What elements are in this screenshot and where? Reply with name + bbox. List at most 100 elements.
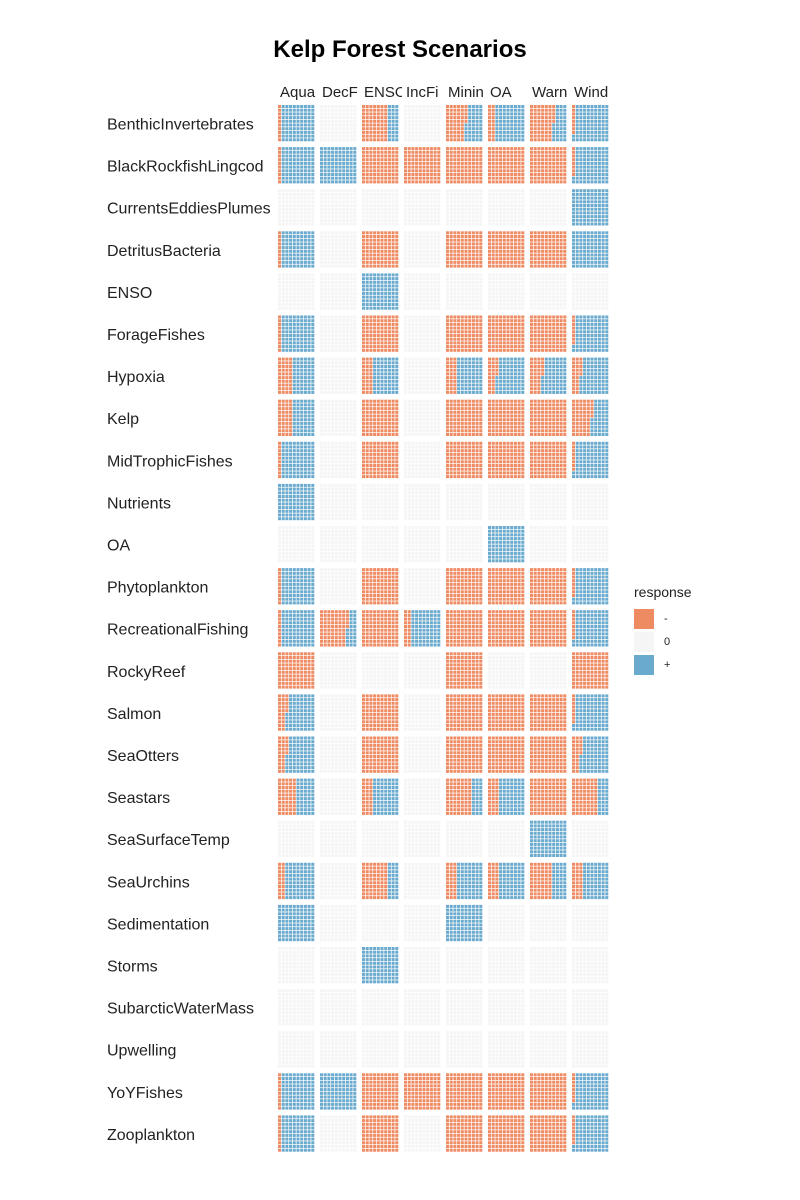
- heatmap-cell: [362, 778, 399, 815]
- heatmap-cell: [320, 989, 357, 1026]
- heatmap-cell: [530, 904, 567, 942]
- heatmap-cell: [572, 231, 609, 268]
- heatmap-cell: [530, 694, 567, 731]
- heatmap-cell: [404, 1031, 441, 1068]
- row-label-phytoplankton: Phytoplankton: [107, 580, 208, 597]
- heatmap-cell: [530, 1115, 567, 1152]
- heatmap-cell: [446, 526, 483, 563]
- heatmap-cell: [404, 399, 441, 436]
- heatmap-cell: [404, 273, 441, 310]
- heatmap-cell: [404, 189, 441, 226]
- heatmap-cell: [278, 357, 315, 394]
- heatmap-cell: [572, 357, 609, 394]
- heatmap-cell: [362, 1031, 399, 1068]
- heatmap-cell: [530, 273, 567, 310]
- heatmap-cell: [446, 189, 483, 226]
- heatmap-cell: [446, 1115, 483, 1152]
- heatmap-cell: [572, 862, 609, 900]
- heatmap-cell: [404, 820, 441, 857]
- heatmap-cell: [278, 904, 315, 942]
- heatmap-cell: [572, 105, 609, 142]
- heatmap-cell: [530, 568, 567, 605]
- heatmap-cell: [488, 357, 525, 394]
- heatmap-cell: [278, 483, 315, 521]
- heatmap-cell: [320, 1115, 357, 1152]
- heatmap-cell: [530, 357, 567, 394]
- heatmap-cell: [362, 399, 399, 436]
- heatmap-cell: [362, 357, 399, 394]
- heatmap-cell: [446, 273, 483, 310]
- heatmap-cell: [572, 989, 609, 1026]
- heatmap-cell: [278, 989, 315, 1026]
- heatmap-cell: [320, 1031, 357, 1068]
- heatmap-cell: [572, 147, 609, 184]
- heatmap-cell: [572, 1031, 609, 1068]
- heatmap-cell: [488, 694, 525, 731]
- legend: response - 0 +: [634, 584, 692, 677]
- heatmap-cell: [446, 568, 483, 605]
- heatmap-cell: [362, 105, 399, 142]
- heatmap-cell: [362, 694, 399, 731]
- row-label-blackrockfishlingcod: BlackRockfishLingcod: [107, 159, 264, 176]
- heatmap-cell: [278, 189, 315, 226]
- heatmap-cell: [446, 231, 483, 268]
- heatmap-cell: [488, 147, 525, 184]
- heatmap-cell: [446, 1073, 483, 1110]
- heatmap-cell: [488, 610, 525, 647]
- heatmap-cell: [572, 315, 609, 352]
- heatmap-cell: [572, 820, 609, 857]
- heatmap-cell: [320, 694, 357, 731]
- heatmap-cell: [404, 610, 441, 647]
- heatmap-cell: [278, 1073, 315, 1110]
- heatmap-cell: [572, 189, 609, 226]
- heatmap-cell: [404, 441, 441, 479]
- heatmap-cell: [278, 862, 315, 900]
- heatmap-cell: [320, 778, 357, 815]
- heatmap-cell: [362, 820, 399, 857]
- legend-key-zero: [634, 632, 654, 652]
- heatmap-cell: [320, 736, 357, 773]
- heatmap-cell: [320, 652, 357, 689]
- heatmap-cell: [362, 483, 399, 521]
- heatmap-cell: [530, 526, 567, 563]
- heatmap-cell: [320, 105, 357, 142]
- heatmap-cell: [446, 105, 483, 142]
- column-label-minin: Minin: [448, 84, 484, 101]
- heatmap-cell: [320, 526, 357, 563]
- heatmap-cell: [446, 357, 483, 394]
- column-label-wind: Wind: [574, 84, 608, 101]
- heatmap-cell: [320, 357, 357, 394]
- heatmap-cell: [320, 862, 357, 900]
- column-label-enso: ENSO: [364, 84, 407, 101]
- heatmap-cell: [278, 610, 315, 647]
- heatmap-cell: [530, 147, 567, 184]
- legend-title: response: [634, 584, 692, 600]
- row-label-seaotters: SeaOtters: [107, 748, 179, 765]
- heatmap-cell: [278, 694, 315, 731]
- heatmap-cell: [488, 189, 525, 226]
- heatmap-cell: [320, 904, 357, 942]
- heatmap-cell: [530, 105, 567, 142]
- heatmap-cell: [320, 820, 357, 857]
- heatmap-cell: [404, 736, 441, 773]
- row-label-nutrients: Nutrients: [107, 495, 171, 512]
- heatmap-cell: [488, 820, 525, 857]
- heatmap-cell: [320, 147, 357, 184]
- heatmap-cell: [446, 694, 483, 731]
- row-label-hypoxia: Hypoxia: [107, 369, 165, 386]
- legend-label-negative: -: [664, 613, 668, 625]
- legend-label-zero: 0: [664, 636, 670, 648]
- heatmap-cell: [320, 189, 357, 226]
- heatmap-cell: [362, 989, 399, 1026]
- heatmap-cell: [530, 1073, 567, 1110]
- heatmap-cell: [404, 568, 441, 605]
- heatmap-cell: [278, 652, 315, 689]
- heatmap-cell: [404, 778, 441, 815]
- row-label-seastars: Seastars: [107, 790, 170, 807]
- heatmap-cell: [446, 483, 483, 521]
- heatmap-cell: [320, 568, 357, 605]
- heatmap-cell: [488, 231, 525, 268]
- row-label-salmon: Salmon: [107, 706, 161, 723]
- heatmap-cell: [362, 947, 399, 984]
- heatmap-cell: [404, 1073, 441, 1110]
